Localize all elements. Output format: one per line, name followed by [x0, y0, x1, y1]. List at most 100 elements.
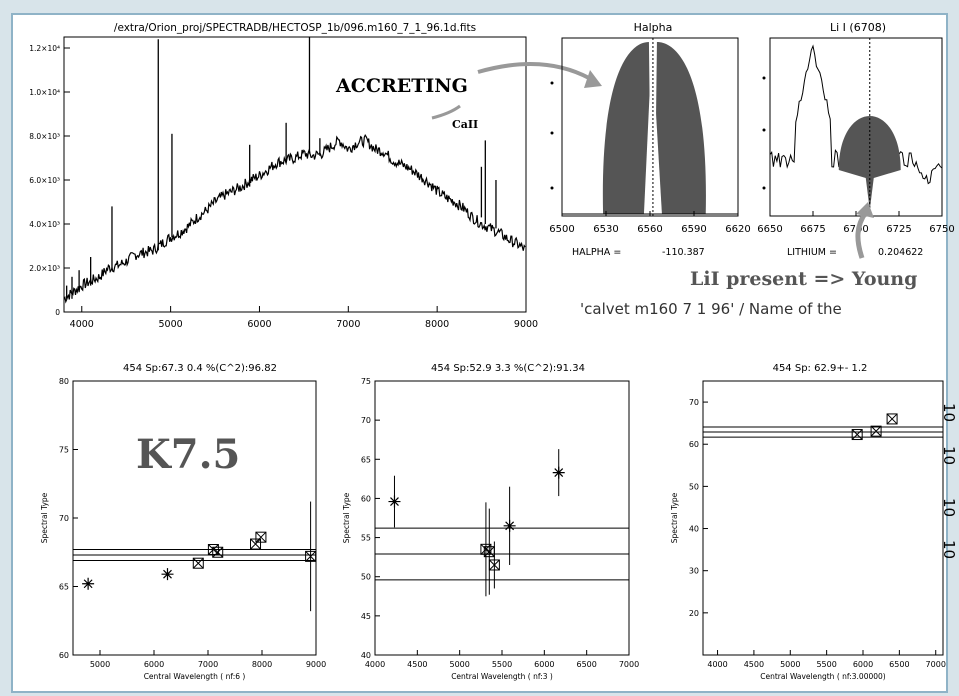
x-tick-label: 6000 — [247, 319, 271, 330]
lithium-x-tick-label: 6750 — [929, 224, 954, 235]
x-tick-label: 6500 — [889, 660, 909, 669]
y-tick-label: 50 — [689, 482, 699, 491]
data-point-cross — [192, 557, 204, 569]
x-tick-label: 5500 — [816, 660, 836, 669]
halpha-x-tick-label: 6590 — [681, 224, 706, 235]
data-point-box — [207, 544, 219, 556]
panel1-plot: 5000 6000 7000 8000 9000 60 65 70 75 80 Central Wa… — [40, 377, 326, 681]
lithium-x-tick-label: 6725 — [886, 224, 911, 235]
x-tick-label: 6500 — [576, 660, 596, 669]
spectral-type-label: K7.5 — [136, 431, 240, 478]
lithium-y-tick — [762, 76, 766, 80]
x-tick-label: 7000 — [336, 319, 360, 330]
data-point-cross — [886, 413, 898, 425]
halpha-x-tick-label: 6530 — [593, 224, 618, 235]
lithium-footer-value: 0.204622 — [878, 247, 923, 258]
data-point-box — [851, 429, 863, 441]
y-tick-label: 40 — [361, 651, 371, 660]
data-point-cross — [212, 546, 224, 558]
halpha-footer-label: HALPHA = — [572, 247, 621, 258]
halpha-x-tick-label: 6500 — [549, 224, 574, 235]
side-label-2: 10 — [940, 446, 958, 465]
data-point-cross — [851, 429, 863, 440]
data-point-box — [212, 546, 224, 558]
data-point-box — [886, 413, 898, 425]
x-axis-label: Central Wavelength ( nf:3 ) — [451, 672, 553, 681]
y-tick-label: 2.0×10³ — [29, 264, 60, 273]
header-line: 'calvet m160 7 1 96' / Name of the — [580, 300, 842, 318]
accreting-arrowhead — [584, 70, 602, 88]
x-tick-label: 4000 — [365, 660, 385, 669]
panel2-title: 454 Sp:52.9 3.3 %(C^2):91.34 — [431, 363, 585, 374]
data-point-box — [192, 557, 204, 569]
axes-frame — [702, 380, 944, 656]
data-point-star — [388, 495, 401, 508]
x-tick-label: 6000 — [144, 660, 164, 669]
x-tick-label: 4000 — [70, 319, 94, 330]
x-tick-label: 5500 — [492, 660, 512, 669]
y-axis-label: Spectral Type — [670, 492, 679, 543]
y-tick-label: 60 — [59, 651, 69, 660]
data-point-box — [870, 425, 882, 437]
y-axis-label: Spectral Type — [40, 492, 49, 543]
y-tick-label: 4.0×10³ — [29, 220, 60, 229]
y-tick-label: 1.0×10⁴ — [29, 88, 60, 97]
figure-panel — [11, 13, 948, 693]
panel3-title: 454 Sp: 62.9+- 1.2 — [773, 363, 868, 374]
data-point-box — [255, 531, 267, 543]
spectrum-plot: 4000 5000 6000 7000 8000 9000 0 2.0×10³ 4.0×10³ 6… — [29, 36, 538, 330]
data-point-box — [480, 543, 492, 555]
y-tick-label: 45 — [361, 612, 371, 621]
y-tick-label: 50 — [361, 573, 371, 582]
data-point-star — [552, 466, 565, 479]
x-tick-label: 5000 — [780, 660, 800, 669]
data-point-star — [82, 577, 95, 590]
data-point-cross — [483, 546, 495, 558]
lithium-y-tick — [762, 186, 766, 190]
spectrum-title: /extra/Orion_proj/SPECTRADB/HECTOSP_1b/0… — [114, 22, 476, 34]
x-tick-label: 9000 — [514, 319, 538, 330]
y-tick-label: 30 — [689, 567, 699, 576]
lithium-y-tick — [762, 128, 766, 132]
x-tick-label: 4500 — [407, 660, 427, 669]
y-tick-label: 70 — [689, 398, 699, 407]
caii-arrow — [431, 104, 461, 120]
data-point-box — [488, 559, 500, 571]
lithium-x-tick-label: 6650 — [757, 224, 782, 235]
x-axis-label: Central Wavelength ( nf:3.00000) — [760, 672, 886, 681]
y-tick-label: 0 — [55, 308, 60, 317]
data-point-star — [161, 568, 174, 581]
side-label-3: 10 — [940, 498, 958, 517]
x-tick-label: 7000 — [619, 660, 639, 669]
y-tick-label: 20 — [689, 609, 699, 618]
y-axis-label: Spectral Type — [342, 492, 351, 543]
x-tick-label: 9000 — [306, 660, 326, 669]
y-tick-label: 8.0×10³ — [29, 132, 60, 141]
data-point-box — [305, 550, 317, 562]
spectrum-line — [63, 133, 526, 304]
data-point-cross — [305, 551, 316, 562]
lithium-note: LiI present => Young — [690, 268, 917, 290]
x-tick-label: 4500 — [744, 660, 764, 669]
x-tick-label: 4000 — [707, 660, 727, 669]
lithium-plot: 6650 6675 6700 6725 6750 — [757, 37, 955, 235]
x-tick-label: 7000 — [198, 660, 218, 669]
y-tick-label: 75 — [361, 377, 371, 386]
lithium-title: Li I (6708) — [830, 21, 886, 34]
halpha-absorption — [643, 44, 662, 214]
y-tick-label: 65 — [361, 455, 371, 464]
lithium-footer-label: LITHIUM = — [787, 247, 837, 258]
x-tick-label: 6000 — [853, 660, 873, 669]
caii-label: CaII — [452, 118, 478, 131]
x-tick-label: 5000 — [449, 660, 469, 669]
x-tick-label: 5000 — [159, 319, 183, 330]
data-point-cross — [489, 559, 500, 571]
y-tick-label: 55 — [361, 534, 371, 543]
halpha-title: Halpha — [634, 21, 673, 34]
x-tick-label: 8000 — [425, 319, 449, 330]
spectrum-axes-frame — [63, 36, 527, 313]
halpha-plot: 6500 6530 6560 6590 6620 — [549, 37, 751, 235]
y-tick-label: 70 — [59, 514, 69, 523]
